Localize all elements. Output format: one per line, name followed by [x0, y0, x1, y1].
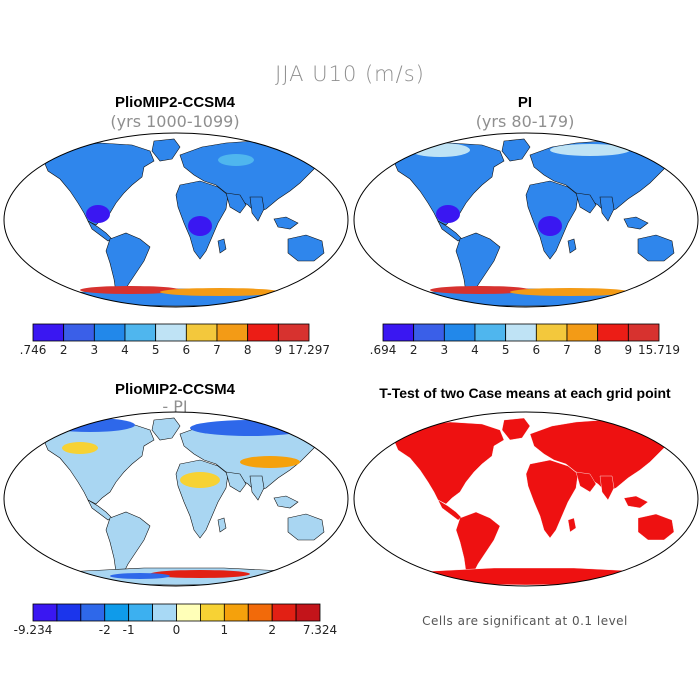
anomaly-patch	[180, 472, 220, 488]
figure-title: JJA U10 (m/s)	[275, 62, 425, 86]
colorbar-tick-label: 2	[60, 343, 68, 357]
panel-2-subtitle: (yrs 80-179)	[475, 112, 575, 131]
colorbar-3: -9.234 -2 -1 0 1 2 7.324	[14, 603, 337, 637]
colorbar-swatch	[176, 603, 201, 622]
colorbar-swatch	[247, 603, 273, 622]
colorbar-swatch	[223, 603, 249, 622]
colorbar-tick-label: 7	[563, 343, 571, 357]
anomaly-patch	[510, 288, 630, 296]
land-fill-4	[383, 417, 675, 586]
colorbar-swatch	[80, 603, 106, 622]
colorbar-tick-label: 5	[152, 343, 160, 357]
anomaly-patch	[110, 573, 170, 579]
panel-1-title: PlioMIP2-CCSM4	[114, 94, 235, 111]
colorbar-swatch	[505, 323, 537, 342]
colorbar-swatch	[104, 603, 130, 622]
colorbar-tick-label: 9	[275, 343, 283, 357]
colorbar-swatch	[277, 323, 310, 342]
land-fill-2	[383, 138, 675, 307]
colorbar-swatch	[124, 323, 157, 342]
anomaly-patch	[218, 154, 254, 166]
colorbar-swatch	[93, 323, 126, 342]
anomaly-patch	[436, 205, 460, 223]
map-panel-2	[353, 132, 699, 308]
colorbar-swatch	[535, 323, 568, 342]
colorbar-tick-label: 0	[173, 623, 181, 637]
anomaly-patch	[550, 144, 630, 156]
colorbar-swatch	[566, 323, 599, 342]
land-fill-1	[33, 138, 325, 307]
colorbar-swatch	[474, 323, 507, 342]
map-border-2	[353, 132, 699, 308]
anomaly-patch	[80, 286, 180, 294]
colorbar-tick-label: 5	[502, 343, 510, 357]
colorbar-swatch	[152, 603, 177, 622]
colorbar-tick-label: -2	[99, 623, 111, 637]
colorbar-tick-label: 1	[221, 623, 229, 637]
colorbar-tick-label: 4	[471, 343, 479, 357]
colorbar-swatch	[627, 323, 660, 342]
map-panel-4	[353, 411, 699, 587]
anomaly-patch	[430, 286, 530, 294]
map-border-1	[3, 132, 349, 308]
anomaly-patch	[62, 442, 98, 454]
colorbar-swatch	[155, 323, 187, 342]
anomaly-patch	[45, 418, 135, 432]
colorbar-2: .694 2 3 4 5 6 7 8 9 15.719	[370, 323, 680, 357]
colorbar-swatch	[32, 323, 65, 342]
panel-2-title: PI	[517, 94, 533, 111]
map-border-3	[3, 411, 349, 587]
colorbar-tick-label: .746	[20, 343, 47, 357]
colorbar-swatch	[185, 323, 218, 342]
colorbar-swatch	[271, 603, 297, 622]
anomaly-patch	[538, 216, 562, 236]
significance-note: Cells are significant at 0.1 level	[422, 614, 628, 628]
panel-3-title: PlioMIP2-CCSM4	[114, 381, 235, 398]
colorbar-tick-label: 2	[268, 623, 276, 637]
anomaly-patch	[240, 456, 300, 468]
colorbar-tick-label: 8	[594, 343, 602, 357]
colorbar-swatch	[413, 323, 445, 342]
map-panel-3	[3, 411, 349, 587]
colorbar-tick-label: 3	[91, 343, 99, 357]
colorbar-swatch	[200, 603, 225, 622]
map-panel-1	[3, 132, 349, 308]
map-border-4	[353, 411, 699, 587]
colorbar-tick-label: 8	[244, 343, 252, 357]
colorbar-1: .746 2 3 4 5 6 7 8 9 17.297	[20, 323, 330, 357]
anomaly-patch	[150, 570, 250, 578]
colorbar-tick-label: -1	[123, 623, 135, 637]
colorbar-swatch	[63, 323, 95, 342]
anomaly-patch	[86, 205, 110, 223]
colorbar-tick-label: 2	[410, 343, 418, 357]
colorbar-swatch	[128, 603, 153, 622]
panel-1-subtitle: (yrs 1000-1099)	[110, 112, 240, 131]
colorbar-tick-label: -9.234	[14, 623, 53, 637]
anomaly-patch	[188, 216, 212, 236]
colorbar-tick-label: 3	[441, 343, 449, 357]
panel-4-title: T-Test of two Case means at each grid po…	[379, 385, 671, 401]
colorbar-swatch	[247, 323, 279, 342]
colorbar-swatch	[597, 323, 629, 342]
panel-3-subtitle: - PI	[162, 397, 188, 416]
colorbar-tick-label: 15.719	[638, 343, 680, 357]
anomaly-patch	[160, 288, 280, 296]
colorbar-swatch	[443, 323, 476, 342]
anomaly-patch	[190, 420, 310, 436]
colorbar-swatch	[295, 603, 321, 622]
colorbar-tick-label: 6	[183, 343, 191, 357]
colorbar-swatch	[56, 603, 82, 622]
colorbar-tick-label: 6	[533, 343, 541, 357]
colorbar-tick-label: 9	[625, 343, 633, 357]
colorbar-swatch	[216, 323, 249, 342]
colorbar-tick-label: .694	[370, 343, 397, 357]
colorbar-tick-label: 7.324	[303, 623, 337, 637]
colorbar-tick-label: 7	[213, 343, 221, 357]
colorbar-swatch	[382, 323, 415, 342]
colorbar-tick-label: 17.297	[288, 343, 330, 357]
colorbar-tick-label: 4	[121, 343, 129, 357]
colorbar-swatch	[32, 603, 58, 622]
